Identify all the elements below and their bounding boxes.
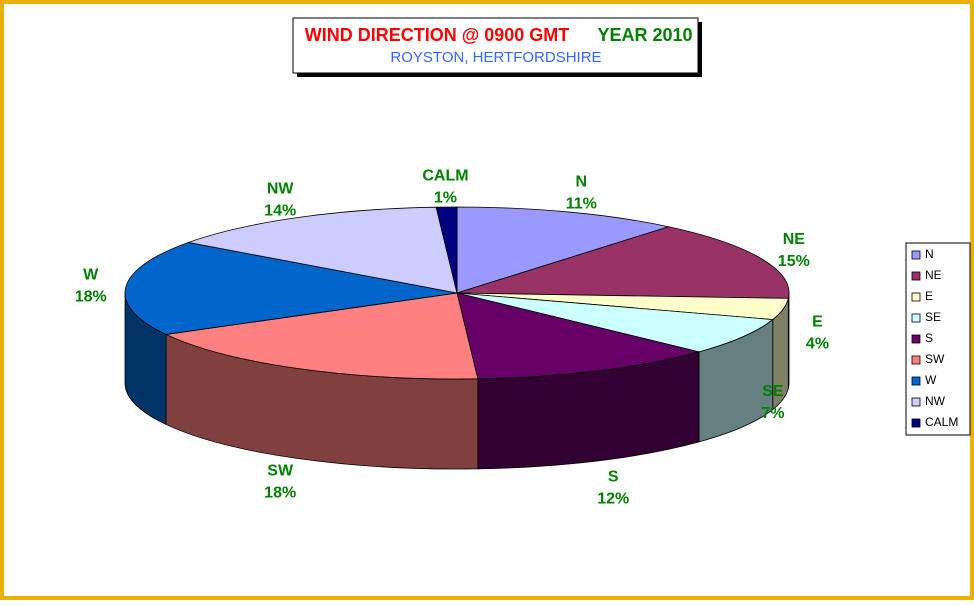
- slice-label: W: [83, 267, 99, 284]
- legend-label: SE: [925, 310, 941, 324]
- slice: [164, 292, 479, 380]
- slice: [456, 226, 790, 299]
- slice-value-label: 15%: [778, 253, 810, 270]
- legend-label: E: [925, 289, 933, 303]
- slice: [435, 206, 458, 294]
- legend-label: NW: [925, 394, 946, 408]
- chart-title: WIND DIRECTION @ 0900 GMT: [305, 25, 570, 45]
- legend-label: S: [925, 331, 933, 345]
- slice-value-label: 14%: [264, 202, 296, 219]
- legend-label: N: [925, 247, 934, 261]
- slice-label: SW: [267, 463, 294, 480]
- slice-label: CALM: [422, 167, 468, 184]
- title-box: [292, 17, 699, 74]
- legend-swatch: [911, 418, 921, 428]
- legend-swatch: [911, 250, 921, 260]
- slice-value-label: 12%: [597, 491, 629, 508]
- slice-value-label: 1%: [434, 189, 457, 206]
- chart-title-year: YEAR 2010: [597, 25, 692, 45]
- legend-swatch: [911, 334, 921, 344]
- legend-swatch: [911, 271, 921, 281]
- slice: [456, 292, 701, 380]
- slice-value-label: 18%: [264, 485, 296, 502]
- slice-value-label: 7%: [761, 405, 784, 422]
- slice-label: E: [812, 314, 823, 331]
- slice-label: S: [608, 469, 619, 486]
- slice: [124, 242, 458, 335]
- slice-value-label: 18%: [75, 289, 107, 306]
- slice-label: SE: [762, 383, 784, 400]
- slice-label: NE: [783, 231, 806, 248]
- slice: [456, 292, 774, 353]
- legend-swatch: [911, 376, 921, 386]
- slice-value-label: 11%: [566, 195, 597, 212]
- slice-value-label: 4%: [806, 336, 829, 353]
- legend-label: NE: [925, 268, 942, 282]
- legend-swatch: [911, 397, 921, 407]
- legend-swatch: [911, 355, 921, 365]
- legend-swatch: [911, 292, 921, 302]
- legend-label: CALM: [925, 415, 958, 429]
- slice-label: N: [576, 173, 588, 190]
- slice: [456, 206, 671, 294]
- slice-label: NW: [267, 180, 295, 197]
- slice: [186, 206, 458, 294]
- chart-subtitle: ROYSTON, HERTFORDSHIRE: [390, 49, 601, 66]
- legend-label: SW: [925, 352, 945, 366]
- legend-label: W: [925, 373, 937, 387]
- legend-swatch: [911, 313, 921, 323]
